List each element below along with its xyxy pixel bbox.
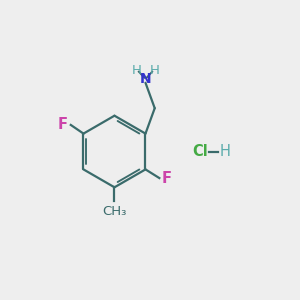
Text: CH₃: CH₃ [102, 205, 127, 218]
Text: F: F [57, 117, 67, 132]
Text: N: N [140, 72, 151, 86]
Text: H: H [220, 144, 230, 159]
Text: F: F [162, 171, 172, 186]
Text: H: H [149, 64, 159, 77]
Text: Cl: Cl [192, 144, 208, 159]
Text: H: H [132, 64, 142, 77]
